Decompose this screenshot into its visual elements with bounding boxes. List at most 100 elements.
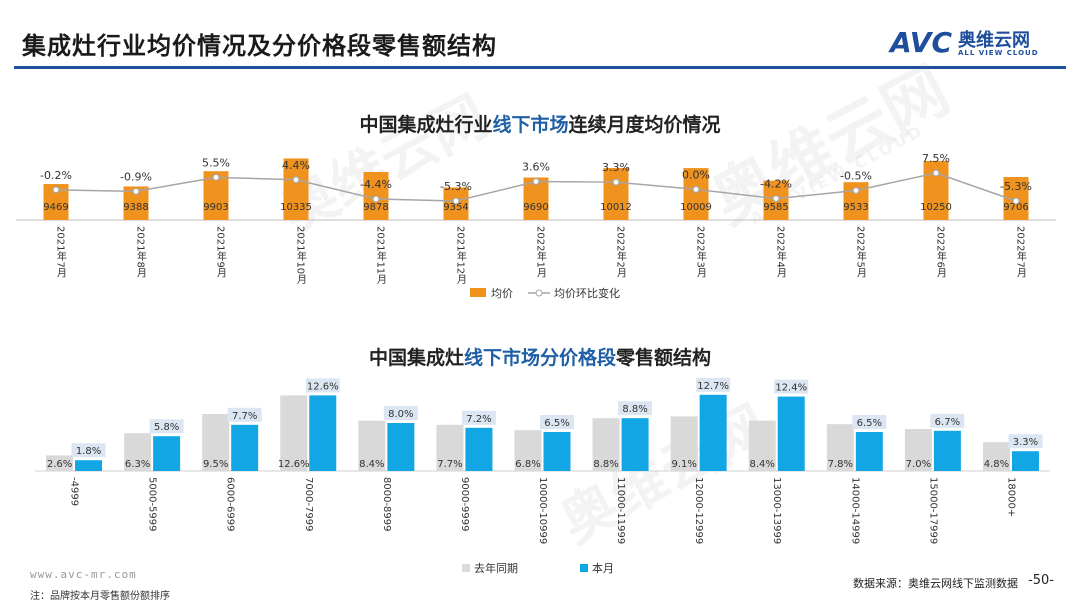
logo-cn: 奥维云网 — [958, 30, 1030, 51]
this-month-label-box — [461, 410, 496, 425]
price-bar-label: 9706 — [1003, 202, 1028, 213]
last-year-bar — [358, 420, 386, 471]
month-tick-label: 2021年11月 — [375, 226, 387, 285]
price-bar — [603, 167, 629, 220]
mom-change-point — [852, 186, 860, 195]
segment-tick-label: 18000+ — [1005, 477, 1016, 517]
price-bar-label: 10009 — [680, 202, 712, 213]
chart1-title-highlight: 线下市场 — [492, 114, 569, 136]
price-bar-label: 9585 — [763, 202, 788, 213]
this-month-label: 7.2% — [466, 414, 491, 425]
footer-source: 数据来源：奥维云网线下监测数据 — [853, 577, 1018, 590]
chart1-title: 中国集成灶行业线下市场连续月度均价情况 — [0, 110, 1080, 137]
chart2-title-prefix: 中国集成灶 — [368, 347, 464, 369]
price-trend-chart: 9469 2021年7月 9388 2021年8月 9903 2021年9月 10335 20… — [16, 152, 1056, 300]
price-bar-label: 9878 — [363, 202, 388, 213]
segment-tick-label: 6000-6999 — [225, 477, 236, 532]
legend-last-year-swatch — [462, 564, 470, 572]
this-month-label: 8.0% — [388, 409, 413, 420]
this-month-label: 6.5% — [544, 418, 569, 429]
month-tick-label: 2022年3月 — [695, 226, 707, 279]
last-year-bar — [514, 430, 542, 471]
mom-change-label: 7.5% — [922, 152, 950, 165]
this-month-bar — [465, 427, 493, 471]
this-month-label-box — [227, 407, 262, 422]
last-year-label: 8.4% — [750, 459, 775, 470]
mom-change-label: -5.3% — [1000, 180, 1032, 193]
this-month-label-box — [540, 415, 574, 429]
last-year-bar — [670, 416, 698, 471]
this-month-label: 6.5% — [857, 418, 882, 429]
mom-change-point — [132, 187, 140, 195]
price-bar-label: 9469 — [43, 202, 68, 213]
this-month-bar — [621, 418, 649, 471]
segment-tick-label: 12000-12999 — [693, 477, 704, 544]
legend-price-swatch — [470, 288, 486, 297]
mom-change-label: -4.2% — [760, 178, 792, 191]
this-month-bar — [699, 394, 727, 471]
avc-logo: AVC 奥维云网 ALL VIEW CLOUD — [888, 22, 1058, 62]
last-year-bar — [982, 442, 1010, 471]
segment-tick-label: 7000-7999 — [303, 477, 314, 532]
mom-change-label: 3.6% — [522, 161, 550, 174]
last-year-bar — [124, 433, 152, 471]
mom-change-label: 4.4% — [282, 159, 310, 172]
month-tick-label: 2022年2月 — [615, 226, 627, 279]
mom-change-label: -5.3% — [440, 180, 472, 193]
last-year-label: 7.8% — [828, 459, 853, 470]
segment-tick-label: 14000-14999 — [849, 477, 860, 544]
svg-text:AVC: AVC — [888, 26, 952, 59]
last-year-bar — [202, 414, 230, 471]
last-year-label: 4.8% — [984, 459, 1009, 470]
price-bar-label: 10250 — [920, 202, 952, 213]
logo-en: ALL VIEW CLOUD — [958, 49, 1039, 57]
segment-tick-label: 15000-17999 — [927, 477, 938, 544]
last-year-label: 9.5% — [203, 459, 228, 470]
legend-this-month-swatch — [580, 564, 588, 572]
last-year-label: 12.6% — [278, 459, 310, 470]
this-month-label-box — [774, 379, 809, 394]
last-year-bar — [826, 424, 854, 471]
price-bar — [283, 158, 309, 220]
last-year-label: 6.8% — [515, 459, 540, 470]
legend-last-year-label: 去年同期 — [474, 561, 518, 575]
month-tick-label: 2022年6月 — [935, 226, 947, 279]
month-tick-label: 2021年9月 — [215, 226, 227, 279]
this-month-label-box — [71, 443, 106, 458]
this-month-label-box — [1008, 434, 1043, 449]
this-month-label: 12.4% — [775, 383, 807, 394]
last-year-label: 9.1% — [671, 459, 696, 470]
month-tick-label: 2021年7月 — [55, 226, 67, 279]
segment-tick-label: 13000-13999 — [771, 477, 782, 544]
chart1-title-prefix: 中国集成灶行业 — [359, 114, 493, 136]
footer-note: 注：品牌按本月零售额份额排序 — [30, 591, 170, 602]
legend-mom-label: 均价环比变化 — [554, 286, 620, 300]
this-month-bar — [1011, 451, 1039, 471]
mom-change-point — [372, 195, 380, 203]
price-bar-label: 9690 — [523, 202, 548, 213]
price-bar-label: 9903 — [203, 202, 228, 213]
month-tick-label: 2022年4月 — [775, 226, 787, 279]
last-year-bar — [46, 455, 74, 471]
mom-change-label: -0.2% — [40, 169, 72, 182]
last-year-bar — [904, 429, 932, 471]
last-year-bar — [280, 395, 308, 471]
legend-price-label: 均价 — [491, 287, 513, 300]
mom-change-label: -0.5% — [840, 170, 872, 183]
month-tick-label: 2021年10月 — [295, 226, 307, 285]
mom-change-label: -4.4% — [360, 178, 392, 191]
this-month-label: 1.8% — [76, 446, 101, 457]
mom-change-point — [772, 194, 780, 203]
last-year-label: 6.3% — [125, 459, 150, 470]
last-year-label: 2.6% — [47, 459, 72, 470]
this-month-label: 12.7% — [697, 381, 729, 392]
last-year-label: 7.7% — [437, 459, 462, 470]
segment-tick-label: 5000-5999 — [147, 477, 158, 532]
this-month-label: 12.6% — [307, 381, 339, 392]
this-month-label-box — [383, 406, 418, 420]
mom-change-point — [52, 186, 60, 194]
mom-change-point — [452, 197, 460, 205]
this-month-label: 5.8% — [154, 422, 179, 433]
mom-change-label: -0.9% — [120, 170, 152, 183]
segment-tick-label: 10000-10999 — [537, 477, 548, 544]
